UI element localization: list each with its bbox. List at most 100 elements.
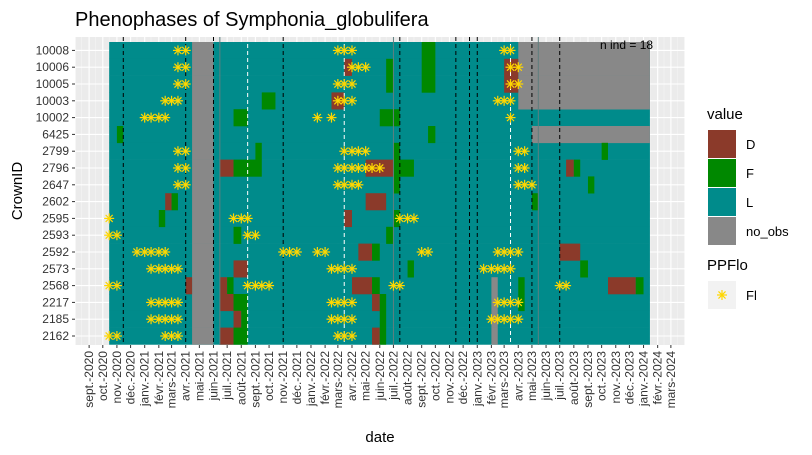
cell-F-10002 [379,109,400,127]
cell-F-10005 [386,75,394,93]
cell-D-2595 [344,210,352,228]
flower-marker-2799 [346,146,357,157]
x-tick-label: mars-2022 [331,351,345,409]
flower-marker-2573 [172,263,183,274]
legend-label-F: F [746,166,754,181]
flower-marker-10008 [499,45,510,56]
cell-F-2573 [580,260,588,278]
cell-no_obs-2592 [192,243,214,261]
x-tick-label: juil.-2021 [220,351,234,401]
x-tick-label: déc.-2020 [124,351,138,405]
y-tick-label: 2185 [42,312,69,326]
flower-marker-2568 [561,280,572,291]
cell-no_obs-10005 [518,75,650,93]
cell-no_obs-6425 [531,126,650,144]
x-tick-label: mai-2022 [359,351,373,401]
cell-row-10002 [109,109,650,127]
cell-F-2568 [227,277,234,295]
flower-marker-10003 [332,95,343,106]
cell-row-2595 [109,210,650,228]
flower-marker-2162 [332,331,343,341]
x-tick-label: juil.-2022 [386,351,400,401]
flower-marker-10005 [346,79,357,89]
y-tick-label: 2592 [42,245,69,259]
flower-marker-2217 [505,297,516,308]
x-tick-label: déc.-2021 [290,351,304,405]
x-tick-label: janv.-2023 [470,351,484,407]
cell-F-10005 [421,75,436,93]
cell-D-2568 [185,277,193,295]
y-tick-label: 2217 [42,295,69,309]
cell-no_obs-2796 [192,159,214,177]
cell-no_obs-10003 [192,92,214,110]
n-ind-annotation: n ind = 18 [600,38,653,52]
x-tick-label: juin-2021 [206,351,220,402]
flower-marker-2592 [320,247,331,257]
x-tick-label: oct.-2021 [262,351,276,401]
flower-marker-2593 [242,230,253,241]
cell-row-2593 [109,226,650,244]
legend-ppflo-title: PPFlo [707,257,748,274]
cell-D-2592 [559,243,581,261]
legend-label-Fl: Fl [746,288,757,303]
flower-marker-2592 [423,247,434,257]
cell-no_obs-2573 [192,260,214,278]
x-tick-label: févr.-2023 [484,351,498,405]
x-tick-label: mars-2024 [664,351,678,409]
cell-F-2573 [407,260,414,278]
cell-no_obs-10005 [192,75,214,93]
cell-no_obs-2568 [192,277,214,295]
cell-F-2568 [372,277,380,295]
flower-marker-2573 [146,263,157,274]
cell-F-2162 [233,327,248,345]
cell-D-2568 [219,277,228,295]
cell-row-2185 [109,310,650,328]
y-tick-label: 2647 [42,178,69,192]
flower-marker-10003 [172,95,183,106]
y-tick-label: 2573 [42,262,69,276]
x-tick-label: mai-2023 [525,351,539,401]
cell-D-2568 [351,277,373,295]
flower-marker-10005 [180,79,191,89]
x-tick-label: nov.-2022 [442,351,456,404]
x-tick-label: nov.-2020 [110,351,124,404]
legend-flower-icon [717,290,727,300]
flower-marker-10006 [172,62,183,73]
flower-marker-10005 [513,79,524,89]
cell-F-10002 [233,109,248,127]
cell-D-2185 [233,310,242,328]
cell-F-2796 [573,159,581,177]
cell-D-2217 [372,294,380,312]
flower-marker-10002 [505,112,516,123]
flower-marker-2185 [172,314,183,325]
legend-value-title: value [707,106,743,123]
x-tick-label: nov.-2021 [276,351,290,404]
flower-marker-2796 [374,163,385,173]
y-tick-label: 2593 [42,228,69,242]
flower-marker-10008 [505,45,516,56]
cell-row-10003 [109,92,650,110]
legend-label-no_obs: no_obs [746,224,789,239]
legend-ppflo-items: Fl [708,281,757,309]
flower-marker-2592 [160,247,171,257]
flower-marker-2185 [486,314,497,325]
cell-D-2162 [219,327,234,345]
cell-F-2796 [393,159,414,177]
flowering-markers [104,45,572,341]
cell-no_obs-2217 [192,294,214,312]
cell-F-2602 [531,193,539,211]
cell-D-2602 [365,193,387,211]
flower-marker-2595 [408,213,419,224]
cell-row-6425 [109,126,650,144]
cell-F-2185 [241,310,248,328]
y-tick-label: 6425 [42,127,69,141]
flower-marker-2592 [291,247,302,257]
y-tick-label: 10005 [36,77,70,91]
cell-row-2647 [109,176,650,194]
cell-F-2799 [255,142,262,160]
x-tick-label: avr.-2021 [179,351,193,401]
flower-marker-10003 [166,95,177,106]
y-axis-title: CrownID [9,162,26,221]
cell-row-10008 [109,42,650,60]
